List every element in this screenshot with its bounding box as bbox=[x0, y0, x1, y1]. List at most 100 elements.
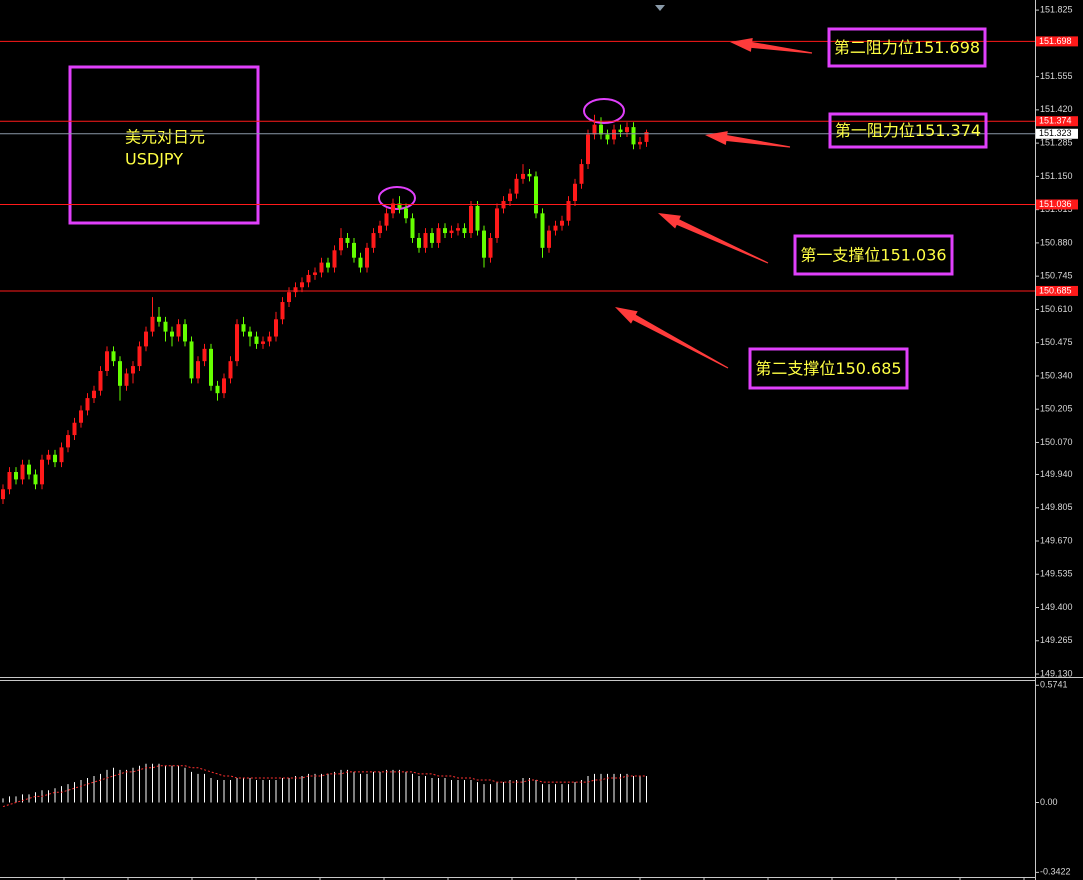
candle-body bbox=[163, 321, 168, 332]
candle-body bbox=[215, 385, 220, 394]
candle-body bbox=[495, 208, 499, 238]
candle-body bbox=[59, 447, 64, 463]
y-tick-label: 149.130 bbox=[1040, 668, 1073, 678]
candle-body bbox=[144, 331, 148, 347]
candle-body bbox=[53, 454, 57, 463]
candle-body bbox=[436, 228, 441, 243]
y-tick-label: 151.825 bbox=[1040, 4, 1073, 14]
candle-body bbox=[7, 472, 12, 490]
level-tag bbox=[1036, 199, 1078, 210]
arrow bbox=[705, 131, 791, 148]
candle-body bbox=[417, 237, 421, 248]
candle-body bbox=[254, 336, 259, 344]
candle-body bbox=[66, 435, 70, 448]
candle-body bbox=[72, 422, 77, 436]
candle-body bbox=[404, 208, 408, 219]
y-tick-label: 150.340 bbox=[1040, 370, 1073, 380]
level-label: 151.698 bbox=[1039, 36, 1072, 46]
y-tick-label: 149.670 bbox=[1040, 535, 1073, 545]
y-tick-label: 149.265 bbox=[1040, 635, 1073, 645]
y-tick-label: 151.150 bbox=[1040, 171, 1073, 181]
candle-body bbox=[371, 233, 376, 248]
y-tick-label: 150.745 bbox=[1040, 271, 1073, 281]
level-tag bbox=[1036, 116, 1078, 127]
candle-body bbox=[33, 474, 38, 485]
candle-body bbox=[573, 183, 577, 202]
annotation-box bbox=[793, 234, 954, 276]
candle-body bbox=[326, 262, 330, 268]
instrument-name: 美元对日元 bbox=[125, 128, 205, 147]
candle-body bbox=[605, 134, 610, 140]
candle-body bbox=[137, 346, 142, 367]
y-tick-label: 150.205 bbox=[1040, 404, 1073, 414]
candle-body bbox=[300, 282, 304, 288]
candle-body bbox=[547, 230, 551, 248]
candle-body bbox=[287, 292, 291, 303]
candle-body bbox=[170, 331, 174, 337]
candle-body bbox=[599, 124, 603, 135]
candle-body bbox=[345, 237, 350, 243]
candle-body bbox=[618, 129, 623, 133]
candle-body bbox=[625, 127, 629, 133]
annotation-text: 第二阻力位151.698 bbox=[834, 38, 980, 57]
annotation-text: 第一阻力位151.374 bbox=[835, 121, 981, 140]
candle-body bbox=[111, 351, 116, 362]
candle-body bbox=[319, 262, 324, 273]
candle-body bbox=[397, 203, 402, 209]
candle-body bbox=[40, 459, 44, 485]
candle-body bbox=[280, 302, 285, 320]
annotation-box bbox=[828, 112, 988, 149]
level-label: 151.036 bbox=[1039, 199, 1072, 209]
candle-body bbox=[462, 228, 467, 234]
candle-body bbox=[261, 341, 265, 344]
y-tick-label: 151.285 bbox=[1040, 138, 1073, 148]
candle-body bbox=[475, 205, 480, 231]
candle-body bbox=[46, 454, 51, 460]
candle-body bbox=[241, 324, 246, 332]
arrow bbox=[730, 37, 813, 54]
candle-body bbox=[391, 203, 395, 214]
candle-body bbox=[586, 134, 590, 165]
level-tag bbox=[1036, 285, 1078, 296]
candle-body bbox=[638, 141, 642, 145]
candle-body bbox=[293, 287, 298, 293]
candle-body bbox=[410, 218, 415, 238]
instrument-box bbox=[68, 65, 260, 225]
candle-body bbox=[1, 489, 5, 500]
candle-body bbox=[365, 247, 369, 268]
candle-body bbox=[209, 348, 213, 386]
candle-body bbox=[189, 341, 194, 379]
y-tick-label: 149.400 bbox=[1040, 602, 1073, 612]
candle-body bbox=[157, 316, 161, 322]
candle-body bbox=[579, 164, 584, 184]
candle-body bbox=[488, 237, 493, 258]
candle-body bbox=[469, 205, 473, 234]
candle-body bbox=[274, 319, 278, 337]
arrow bbox=[615, 307, 729, 369]
candle-body bbox=[534, 176, 538, 214]
candle-body bbox=[92, 390, 96, 399]
candle-body bbox=[267, 336, 272, 342]
candle-body bbox=[430, 233, 434, 243]
candle-body bbox=[631, 127, 636, 145]
candle-body bbox=[202, 348, 207, 362]
y-tick-label: 149.805 bbox=[1040, 502, 1073, 512]
candle-body bbox=[449, 230, 454, 234]
candle-body bbox=[527, 173, 532, 177]
candle-body bbox=[358, 257, 363, 268]
candle-body bbox=[196, 361, 200, 379]
candle-body bbox=[124, 373, 129, 386]
candle-body bbox=[98, 371, 103, 391]
annotation-box bbox=[748, 347, 909, 390]
candle-body bbox=[592, 124, 597, 135]
level-label: 151.374 bbox=[1039, 116, 1072, 126]
candle-body bbox=[560, 220, 564, 226]
candle-body bbox=[612, 129, 616, 140]
candle-body bbox=[644, 132, 649, 142]
candle-body bbox=[384, 213, 389, 226]
candle-body bbox=[14, 472, 18, 480]
candle-body bbox=[378, 225, 382, 234]
level-label: 150.685 bbox=[1039, 285, 1072, 295]
